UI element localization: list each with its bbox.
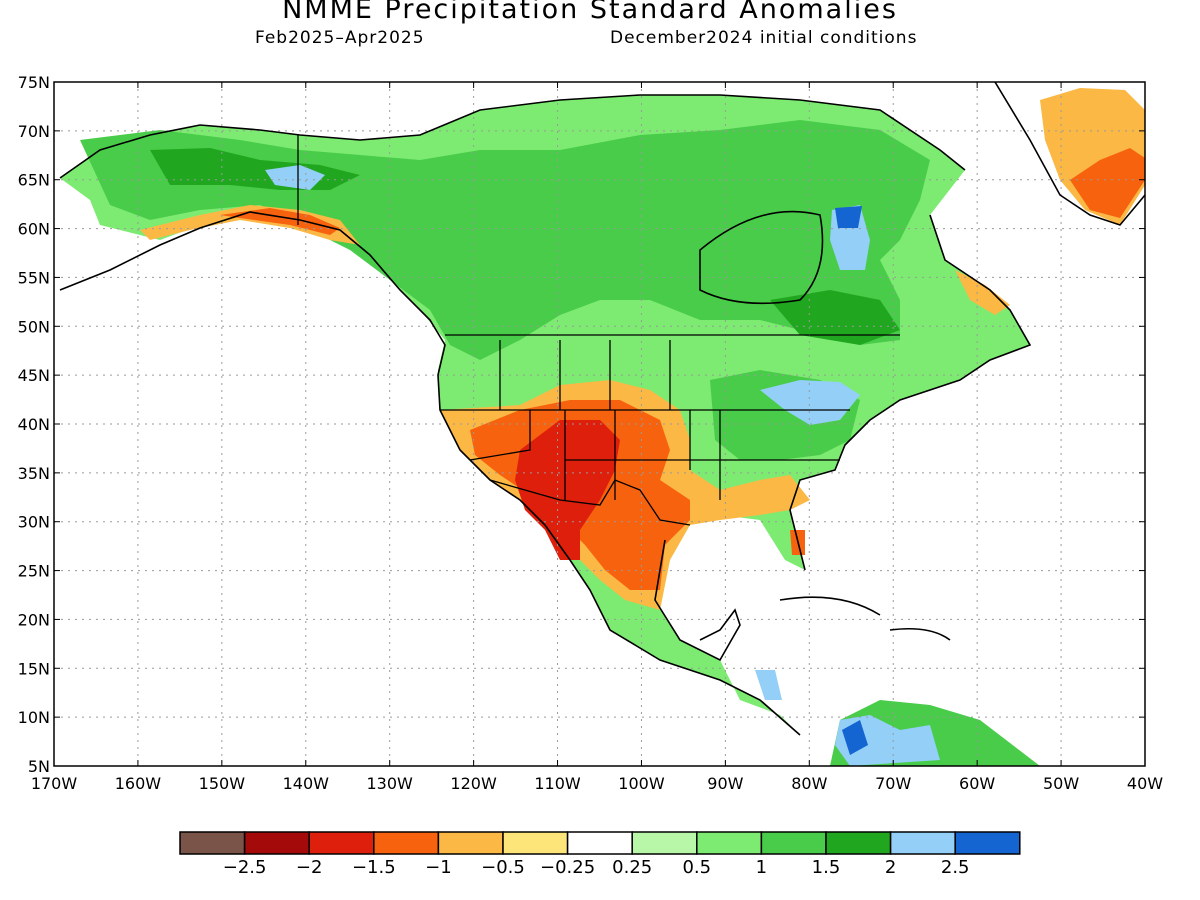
political-borders (297, 135, 900, 526)
lat-label: 55N (18, 268, 50, 287)
lon-label: 50W (1043, 774, 1079, 793)
lon-label: 110W (534, 774, 581, 793)
colorbar: −2.5 −2 −1.5 −1 −0.5 −0.25 0.25 0.5 1 1.5 2 2.5 (179, 831, 1021, 878)
colorbar-swatch (825, 831, 892, 855)
colorbar-swatch (373, 831, 440, 855)
lat-label: 25N (18, 562, 50, 581)
colorbar-label: −1.5 (352, 857, 396, 878)
lon-label: 80W (791, 774, 827, 793)
lat-label: 75N (18, 73, 50, 92)
lat-label: 5N (28, 757, 50, 776)
lat-label: 30N (18, 513, 50, 532)
colorbar-swatch (889, 831, 956, 855)
wet-greatlakes-blue (760, 380, 860, 425)
colorbar-label: 2 (885, 857, 896, 878)
colorbar-swatch (696, 831, 763, 855)
lon-label: 150W (199, 774, 246, 793)
colorbar-swatch (502, 831, 569, 855)
map-title: NMME Precipitation Standard Anomalies (282, 0, 898, 25)
dry-southwest-core (515, 420, 620, 560)
colorbar-label: −2 (296, 857, 323, 878)
lon-label: 40W (1127, 774, 1163, 793)
forecast-period: Feb2025–Apr2025 (255, 28, 425, 48)
colorbar-swatch (179, 831, 246, 855)
lat-label: 65N (18, 171, 50, 190)
wet-cam-blue (755, 670, 782, 700)
coastlines (59, 82, 1145, 736)
lat-label: 15N (18, 659, 50, 678)
colorbar-swatch (566, 831, 633, 855)
lat-label: 35N (18, 464, 50, 483)
wet-strong-2 (770, 290, 900, 345)
wet-quebec-dark (835, 206, 862, 228)
colorbar-label: 0.5 (682, 857, 711, 878)
lat-label: 20N (18, 610, 50, 629)
lat-label: 40N (18, 415, 50, 434)
lon-label: 90W (707, 774, 743, 793)
colorbar-label: 1 (756, 857, 767, 878)
lon-label: 140W (283, 774, 330, 793)
colorbar-label: −2.5 (223, 857, 267, 878)
axis-ticks (53, 81, 1146, 767)
colorbar-swatch (308, 831, 375, 855)
colorbar-label: −0.5 (481, 857, 525, 878)
colorbar-swatch (243, 831, 310, 855)
colorbar-label: 0.25 (612, 857, 652, 878)
lat-label: 45N (18, 366, 50, 385)
latitude-labels: 75N 70N 65N 60N 55N 50N 45N 40N 35N 30N 25N 20N 15N 1… (18, 73, 50, 776)
colorbar-label: 1.5 (812, 857, 841, 878)
lon-label: 70W (875, 774, 911, 793)
lat-label: 60N (18, 220, 50, 239)
colorbar-swatch (437, 831, 504, 855)
lon-label: 160W (115, 774, 162, 793)
lon-label: 130W (367, 774, 414, 793)
longitude-labels: 170W 160W 150W 140W 130W 120W 110W 100W 90W 80W 70… (31, 774, 1163, 793)
sa-wet-core (842, 720, 868, 755)
colorbar-swatch (954, 831, 1021, 855)
dry-labrador (955, 270, 1010, 315)
lon-label: 170W (31, 774, 78, 793)
lat-label: 70N (18, 122, 50, 141)
lat-label: 50N (18, 317, 50, 336)
colorbar-label: 2.5 (941, 857, 970, 878)
greenland-dry-core (1070, 148, 1145, 218)
colorbar-label: −0.25 (540, 857, 595, 878)
colorbar-label: −1 (425, 857, 452, 878)
lon-label: 120W (450, 774, 497, 793)
map-field (54, 82, 1145, 766)
colorbar-swatch (760, 831, 827, 855)
wet-alaska-blue (265, 165, 325, 190)
colorbar-swatch (631, 831, 698, 855)
initial-conditions: December2024 initial conditions (610, 28, 918, 48)
lon-label: 60W (959, 774, 995, 793)
dry-alaska-core (220, 208, 340, 235)
lon-label: 100W (618, 774, 665, 793)
lat-label: 10N (18, 708, 50, 727)
